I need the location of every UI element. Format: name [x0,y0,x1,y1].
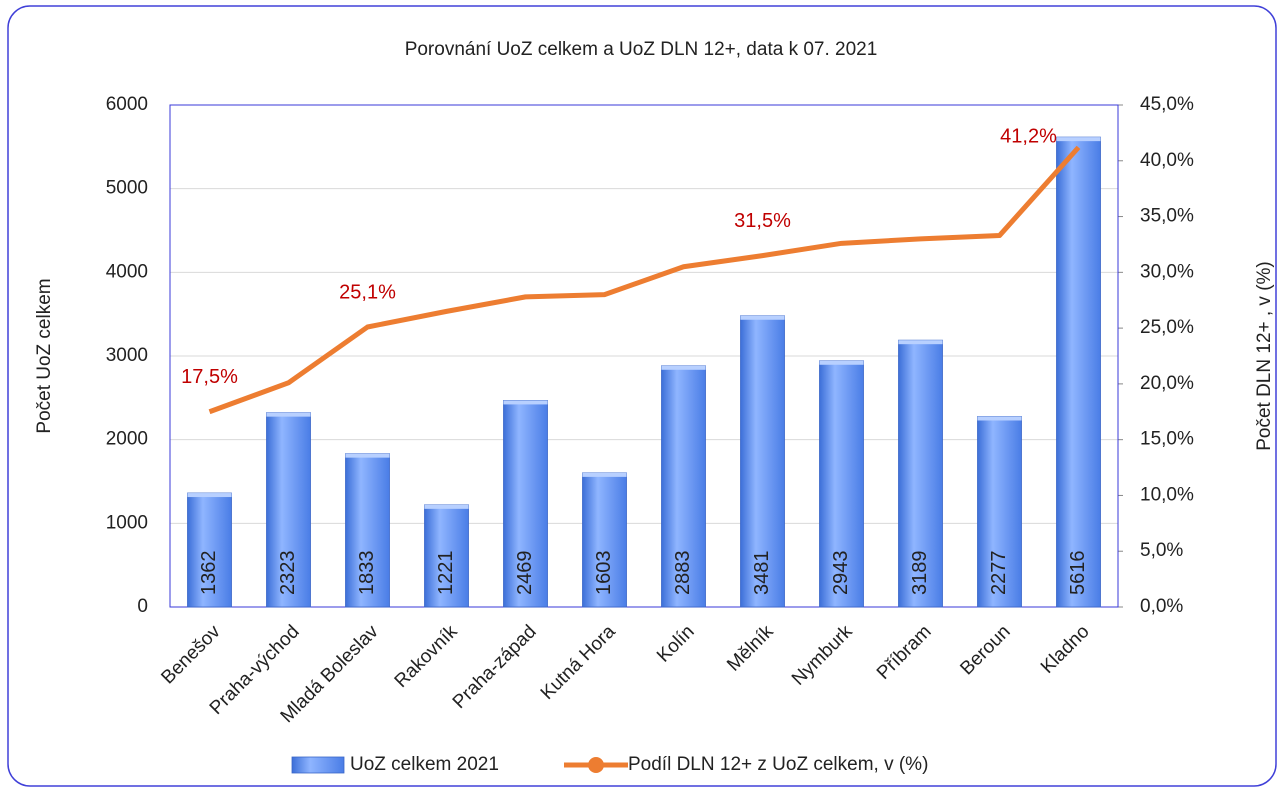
bar-value-label: 2277 [988,551,1010,596]
bar [977,416,1022,608]
line-value-label: 17,5% [181,366,238,388]
bar-top [819,360,864,365]
y2-axis-label: Počet DLN 12+ , v (%) [1254,261,1275,451]
bar [819,360,864,608]
y-tick-label: 1000 [106,512,148,533]
chart-border [7,5,1277,787]
bar [424,504,469,608]
line-value-label: 25,1% [339,281,396,303]
y2-tick-label: 20,0% [1140,373,1194,394]
bar-value-label: 3189 [909,551,931,596]
bar-top [898,340,943,345]
legend-marker [588,757,604,773]
y-tick-label: 5000 [106,178,148,199]
y2-tick-label: 30,0% [1140,261,1194,282]
bar-value-label: 2883 [672,551,694,596]
legend-swatch [291,756,345,774]
line-value-label: 31,5% [734,210,791,232]
bar-value-label: 1362 [198,551,220,596]
bar [661,365,706,608]
y-tick-label: 3000 [106,345,148,366]
bar [740,315,785,608]
bar-value-label: 1833 [356,551,378,596]
y-tick-label: 2000 [106,429,148,450]
bar-top [187,493,232,498]
line-value-label: 41,2% [1000,126,1057,148]
bar-top [424,504,469,509]
bar [582,472,627,608]
bar [898,339,943,608]
bar [187,492,232,608]
bar-value-label: 1221 [435,551,457,596]
bar-value-label: 2469 [514,551,536,596]
y2-tick-label: 15,0% [1140,429,1194,450]
bar-value-label: 5616 [1067,551,1089,596]
plot-area [169,104,1119,608]
line-series [208,145,1081,415]
bar-top [661,365,706,370]
y2-tick-label: 45,0% [1140,94,1194,115]
bar-top [582,472,627,477]
legend-label: UoZ celkem 2021 [350,754,499,775]
y2-tick-label: 35,0% [1140,206,1194,227]
bar [503,400,548,608]
y-tick-label: 0 [137,596,148,617]
bar-top [977,416,1022,421]
y2-tick-label: 25,0% [1140,317,1194,338]
bar-top [740,315,785,320]
y2-tick-label: 0,0% [1140,596,1183,617]
bar [345,453,390,608]
y2-tick-label: 10,0% [1140,484,1194,505]
y-axis-label: Počet UoZ celkem [34,278,55,433]
bar-top [345,453,390,458]
chart-title: Porovnání UoZ celkem a UoZ DLN 12+, data… [405,39,878,60]
bar-value-label: 1603 [593,551,615,596]
y-tick-label: 4000 [106,261,148,282]
bar-top [503,400,548,405]
bar-top [1056,137,1101,142]
y2-tick-label: 40,0% [1140,150,1194,171]
legend-label: Podíl DLN 12+ z UoZ celkem, v (%) [628,754,928,775]
bar-value-label: 2323 [277,551,299,596]
bar [1056,136,1101,608]
bar-value-label: 2943 [830,551,852,596]
y-tick-label: 6000 [106,94,148,115]
bar-top [266,412,311,417]
bar-value-label: 3481 [751,551,773,596]
bar [266,412,311,608]
y2-tick-label: 5,0% [1140,540,1183,561]
